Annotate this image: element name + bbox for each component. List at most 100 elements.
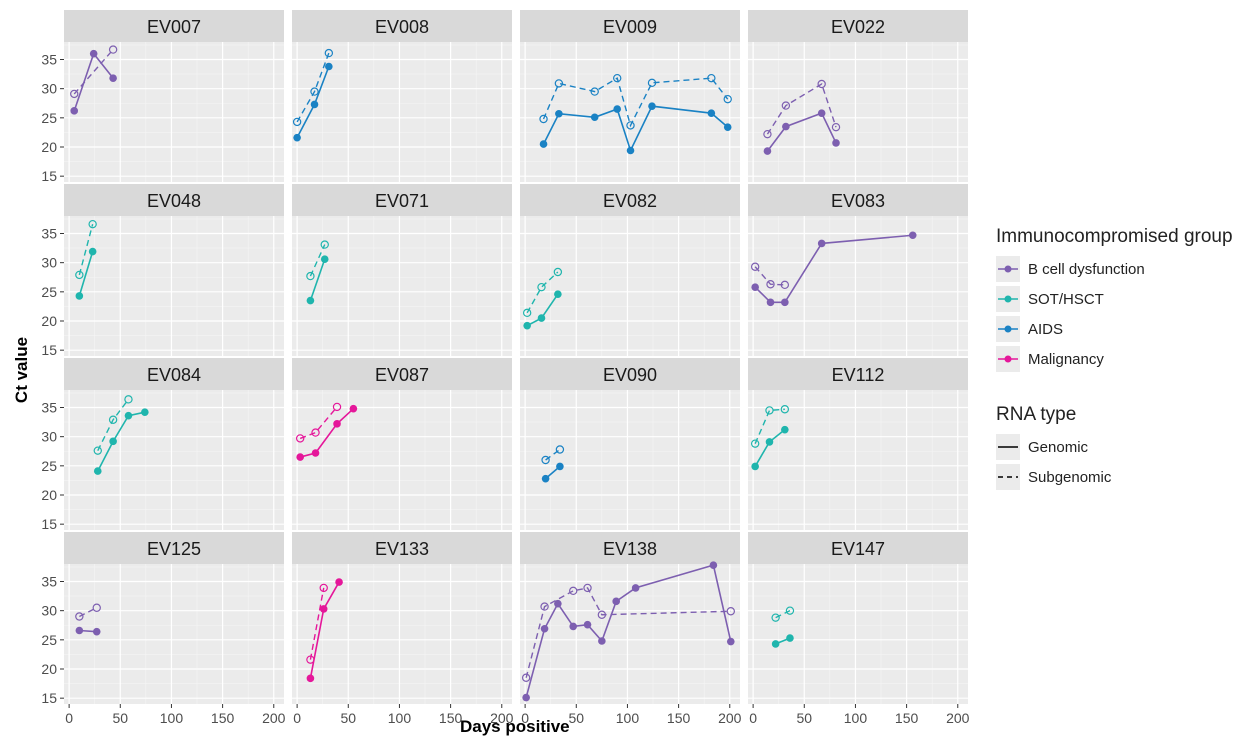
panel-background [520, 390, 740, 530]
y-tick-label: 25 [41, 458, 57, 474]
facet-label: EV112 [832, 365, 885, 385]
facet-strip [292, 10, 512, 42]
point-genomic [707, 109, 716, 117]
point-subgenomic [707, 73, 716, 83]
point-genomic [319, 605, 328, 613]
y-tick-label: 35 [41, 226, 57, 242]
facet-label: EV071 [375, 191, 429, 211]
series-line-subgenomic [754, 266, 785, 286]
point-subgenomic [537, 282, 546, 292]
series-line-genomic [542, 105, 729, 153]
y-tick-label: 15 [41, 690, 57, 706]
x-tick-label: 50 [340, 710, 356, 726]
series-line-subgenomic [296, 52, 330, 123]
y-tick-label: 15 [41, 342, 57, 358]
point-subgenomic [771, 613, 780, 622]
point-genomic [569, 622, 578, 631]
point-subgenomic [590, 87, 599, 96]
point-subgenomic [541, 455, 550, 465]
point-genomic [786, 634, 794, 642]
y-tick-label: 20 [41, 487, 57, 503]
legend-item-sot-hsct: SOT/HSCT [996, 284, 1251, 314]
x-tick-label: 100 [388, 710, 412, 726]
point-subgenomic [626, 121, 635, 130]
series-line-subgenomic [775, 610, 791, 619]
point-subgenomic [780, 280, 790, 290]
point-subgenomic [93, 446, 102, 455]
point-subgenomic [785, 606, 795, 615]
point-subgenomic [310, 87, 319, 96]
panel-background [748, 390, 968, 530]
point-subgenomic [750, 262, 760, 271]
point-genomic [763, 147, 772, 155]
x-tick-label: 50 [112, 710, 128, 726]
point-genomic [583, 620, 592, 629]
x-tick-label: 0 [749, 710, 757, 726]
panel-ev082: EV082 [520, 184, 740, 356]
legend-label: AIDS [1028, 320, 1064, 338]
legend-label: B cell dysfunction [1028, 260, 1145, 278]
y-tick-label: 25 [41, 110, 57, 126]
y-tick-label: 25 [41, 632, 57, 648]
x-tick-label: 100 [616, 710, 640, 726]
legend-key-line-dot-icon [996, 316, 1020, 342]
point-genomic [613, 105, 622, 113]
y-tick-label: 25 [41, 284, 57, 300]
facet-strip [748, 10, 968, 42]
point-genomic [555, 109, 563, 118]
series-line-genomic [766, 112, 837, 152]
point-genomic [556, 462, 564, 471]
panel-ev071: EV071 [292, 184, 512, 356]
point-subgenomic [750, 439, 760, 448]
point-genomic [817, 109, 826, 117]
legend-label: Malignancy [1028, 350, 1104, 368]
legend-item-subgenomic: Subgenomic [996, 462, 1251, 492]
point-subgenomic [569, 586, 578, 596]
point-genomic [333, 420, 341, 428]
point-subgenomic [295, 434, 305, 443]
y-tick-label: 15 [41, 168, 57, 184]
x-tick-label: 150 [439, 710, 463, 726]
panel-ev084: EV084 15 20 25 30 35 [41, 358, 284, 532]
point-genomic [523, 321, 531, 330]
point-genomic [766, 298, 775, 307]
legend-key-line-dot-icon [996, 286, 1020, 312]
point-subgenomic [124, 395, 133, 404]
x-tick-label: 200 [718, 710, 742, 726]
series-line-subgenomic [545, 448, 561, 461]
facet-strip [520, 358, 740, 390]
panel-background [520, 216, 740, 356]
panel-background [292, 390, 512, 530]
y-tick-label: 30 [41, 429, 57, 445]
point-genomic [325, 62, 333, 71]
panel-ev009: EV009 [520, 10, 740, 182]
point-genomic [75, 292, 84, 300]
panel-background [64, 42, 284, 182]
y-tick-label: 35 [41, 574, 57, 590]
y-tick-label: 15 [41, 516, 57, 532]
point-genomic [310, 100, 319, 109]
point-genomic [70, 107, 79, 115]
series-line-subgenomic [526, 271, 559, 314]
y-tick-label: 20 [41, 313, 57, 329]
facet-strip [292, 532, 512, 564]
legend-item-aids: AIDS [996, 314, 1251, 344]
y-tick-label: 30 [41, 81, 57, 97]
facet-label: EV083 [831, 191, 885, 211]
panel-ev048: EV048 15 20 25 30 35 [41, 184, 284, 358]
facet-label: EV009 [603, 17, 657, 37]
legend-item-malignancy: Malignancy [996, 344, 1251, 374]
point-subgenomic [539, 114, 548, 124]
x-tick-label: 200 [262, 710, 286, 726]
y-tick-label: 35 [41, 52, 57, 68]
series-line-genomic [309, 258, 326, 301]
point-genomic [817, 239, 826, 248]
legend-item-b-cell-dysfunction: B cell dysfunction [996, 254, 1251, 284]
point-genomic [554, 599, 562, 608]
point-subgenomic [763, 129, 772, 139]
facet-label: EV082 [603, 191, 657, 211]
point-genomic [141, 408, 149, 416]
facet-strip [64, 10, 284, 42]
panel-ev125: EV125 15 20 25 30 35 0 50 100 150 200 [41, 532, 286, 726]
